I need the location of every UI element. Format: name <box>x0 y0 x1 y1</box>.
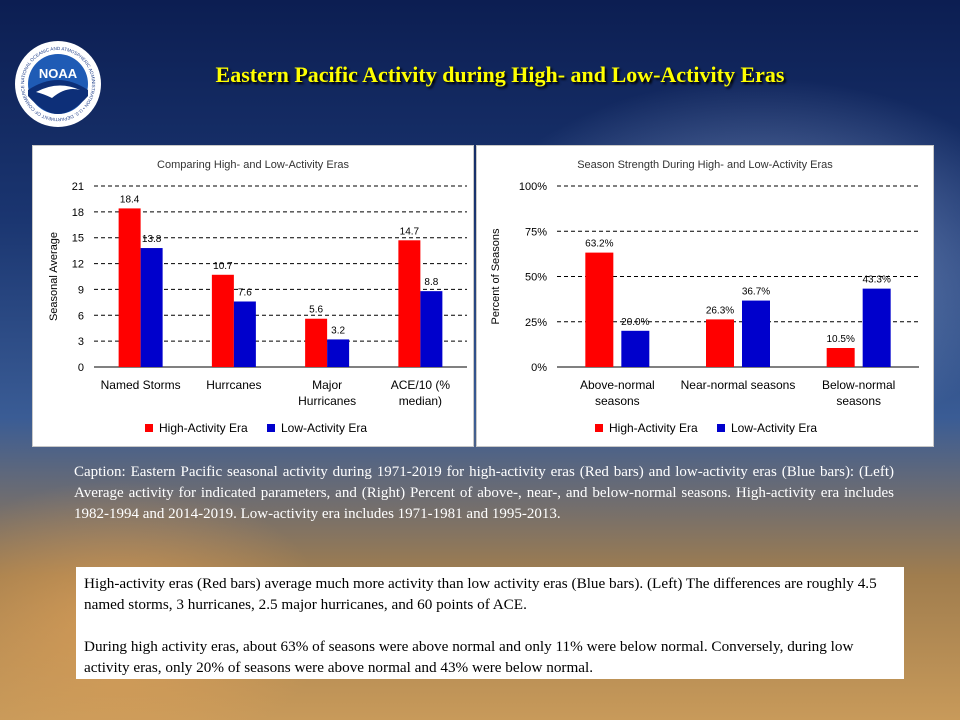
y-tick-label: 6 <box>78 310 84 322</box>
data-label: 26.3% <box>706 305 734 316</box>
data-label: 20.0% <box>621 317 649 328</box>
y-tick-label: 75% <box>525 226 547 238</box>
legend-swatch <box>145 424 153 432</box>
y-tick-label: 12 <box>72 259 84 271</box>
x-tick-label: Near-normal seasons <box>681 378 796 392</box>
x-tick-label: Above-normal <box>580 378 655 392</box>
x-tick-label: Major <box>312 378 342 392</box>
x-tick-label: Hurricanes <box>298 394 356 408</box>
bar-low <box>742 300 770 367</box>
summary-paragraph-1: High-activity eras (Red bars) average mu… <box>84 575 877 613</box>
legend-label: Low-Activity Era <box>731 421 817 435</box>
data-label: 43.3% <box>862 275 890 286</box>
slide-title: Eastern Pacific Activity during High- an… <box>215 62 785 87</box>
data-label: 14.7 <box>400 226 420 237</box>
bar-low <box>420 291 443 367</box>
data-label: 13.8 <box>142 234 162 245</box>
activity-comparison-chart: Comparing High- and Low-Activity Eras 0 3 6… <box>48 159 467 435</box>
y-tick-label: 18 <box>72 207 84 219</box>
y-tick-label: 15 <box>72 233 84 245</box>
bar-low <box>233 301 256 367</box>
y-tick-label: 9 <box>78 284 84 296</box>
legend-label: High-Activity Era <box>159 421 248 435</box>
y-tick-label: 50% <box>525 272 547 284</box>
bar-high <box>305 318 328 367</box>
legend-label: High-Activity Era <box>609 421 698 435</box>
bar-low <box>327 339 350 367</box>
left-chart-panel: Comparing High- and Low-Activity Eras 0 3 6… <box>32 145 474 447</box>
y-tick-label: 25% <box>525 317 547 329</box>
bar-low <box>862 288 891 367</box>
summary-box: High-activity eras (Red bars) average mu… <box>76 567 904 679</box>
bar-high <box>398 240 421 367</box>
bar-high <box>585 252 614 367</box>
chart-title: Season Strength During High- and Low-Act… <box>577 159 833 171</box>
data-label: 3.2 <box>331 325 345 336</box>
x-tick-label: median) <box>399 394 442 408</box>
x-tick-label: Below-normal <box>822 378 895 392</box>
bar-high <box>706 319 734 367</box>
x-tick-label: Hurrcanes <box>206 378 261 392</box>
x-tick-label: ACE/10 (% <box>391 378 451 392</box>
legend-swatch <box>267 424 275 432</box>
y-tick-label: 0 <box>78 362 84 374</box>
bar-low <box>621 330 650 367</box>
data-label: 10.7 <box>213 261 233 272</box>
data-label: 7.6 <box>238 287 252 298</box>
bar-high <box>118 208 141 367</box>
y-tick-label: 3 <box>78 336 84 348</box>
data-label: 8.8 <box>424 277 438 288</box>
noaa-logo: NOAA NATIONAL OCEANIC AND ATMOSPHERIC AD… <box>14 40 102 128</box>
x-tick-label: seasons <box>595 394 640 408</box>
data-label: 10.5% <box>826 334 854 345</box>
bar-high <box>211 274 234 367</box>
y-axis-label: Percent of Seasons <box>490 228 502 325</box>
y-tick-label: 21 <box>72 181 84 193</box>
data-label: 36.7% <box>742 287 770 298</box>
bar-high <box>826 347 855 367</box>
summary-paragraph-2: During high activity eras, about 63% of … <box>84 638 854 676</box>
caption-text: Caption: Eastern Pacific seasonal activi… <box>74 464 894 522</box>
y-tick-label: 0% <box>531 362 547 374</box>
x-tick-label: Named Storms <box>101 378 181 392</box>
data-label: 5.6 <box>309 305 323 316</box>
bar-low <box>140 248 163 367</box>
x-tick-label: seasons <box>836 394 881 408</box>
legend-swatch <box>595 424 603 432</box>
right-chart-panel: Season Strength During High- and Low-Act… <box>476 145 934 447</box>
chart-title: Comparing High- and Low-Activity Eras <box>157 159 349 171</box>
data-label: 18.4 <box>120 194 140 205</box>
y-tick-label: 100% <box>519 181 547 193</box>
legend-swatch <box>717 424 725 432</box>
y-axis-label: Seasonal Average <box>48 232 60 321</box>
logo-text: NOAA <box>39 66 78 81</box>
data-label: 63.2% <box>585 239 613 250</box>
season-strength-chart: Season Strength During High- and Low-Act… <box>490 159 919 435</box>
legend-label: Low-Activity Era <box>281 421 367 435</box>
